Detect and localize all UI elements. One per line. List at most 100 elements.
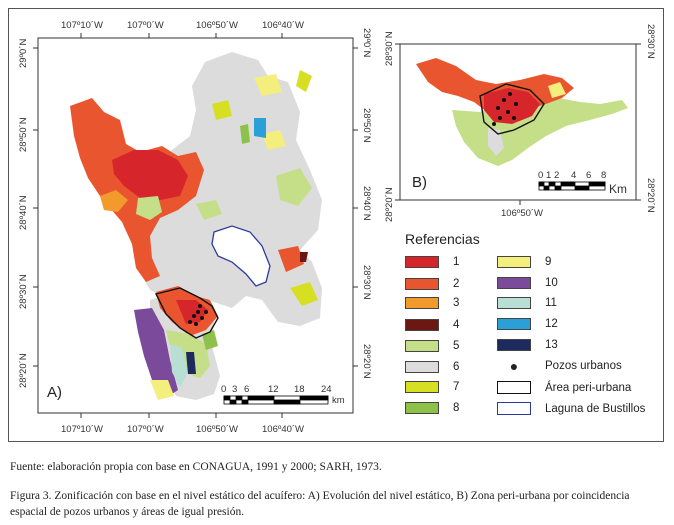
legend-swatch	[497, 256, 531, 268]
panel-label-b: B)	[412, 174, 427, 191]
legend-swatch	[497, 381, 531, 394]
legend-swatch	[405, 402, 439, 414]
left-tick-2: 28º50´N	[18, 117, 29, 152]
legend-title: Referencias	[405, 231, 480, 247]
zone-5-a	[136, 196, 162, 220]
scale-a-unit: km	[332, 395, 345, 406]
zone-8-south	[202, 330, 218, 350]
scale-b-label-8: 8	[601, 170, 607, 181]
zone-11	[170, 344, 188, 388]
zone-5-b	[196, 200, 222, 220]
legend-swatch	[405, 256, 439, 268]
legend-zone-12: 12	[497, 318, 558, 330]
legend-swatch	[405, 381, 439, 393]
wells-a	[188, 304, 208, 326]
legend-zone-6: 6	[405, 361, 459, 373]
scale-a-label-24: 24	[321, 384, 332, 395]
right-tick-1: 29º0´N	[361, 28, 372, 58]
legend-swatch	[497, 318, 531, 330]
top-tick-3: 106º50´W	[196, 20, 239, 31]
zone-9-south	[150, 380, 174, 400]
legend-swatch	[497, 339, 531, 351]
legend-swatch	[405, 319, 439, 331]
scale-bar-b	[538, 181, 606, 191]
left-tick-4: 28º30´N	[18, 274, 29, 309]
scale-a-label-6: 6	[244, 384, 250, 395]
left-tick-1: 29º0´N	[18, 38, 29, 68]
zone-1-nw	[112, 150, 188, 200]
zone-9-north	[254, 74, 282, 96]
top-tick-1: 107º10´W	[61, 20, 104, 31]
map-b-left-tick-bottom: 28º20´N	[384, 187, 395, 222]
legend-zone-8: 8	[405, 402, 459, 414]
scale-a-label-12: 12	[268, 384, 279, 395]
zone-4-e	[300, 252, 308, 262]
scale-b-label-4: 4	[571, 170, 577, 181]
zone-6-base	[130, 52, 322, 326]
legend-swatch	[497, 402, 531, 415]
scale-a-label-0: 0	[221, 384, 227, 395]
zone-8-a	[240, 124, 250, 144]
zone-5-c	[276, 168, 312, 206]
map-b-right-tick-bottom: 28º20´N	[645, 178, 656, 213]
legend-lagoon: Laguna de Bustillos	[497, 402, 645, 415]
zone-7-c	[290, 282, 318, 306]
periurban-area-b	[479, 83, 545, 135]
zone-3-orange	[100, 190, 128, 212]
zone-12	[254, 118, 266, 138]
right-tick-4: 28º30´N	[361, 265, 372, 300]
laguna-bustillos	[211, 225, 271, 287]
bottom-tick-4: 106º40´W	[262, 424, 305, 435]
legend-periurban: Área peri-urbana	[497, 381, 631, 394]
figure-frame	[8, 8, 664, 442]
well-dot-icon: ●	[509, 358, 519, 374]
legend-zone-4: 4	[405, 319, 459, 331]
scale-a-label-18: 18	[294, 384, 305, 395]
zone-13	[186, 352, 196, 374]
zone-2-e	[278, 246, 304, 272]
map-b-left-tick: 28º30´N	[384, 31, 395, 66]
legend-swatch	[497, 277, 531, 289]
legend-zone-7: 7	[405, 381, 459, 393]
legend-zone-2: 2	[405, 278, 459, 290]
wells-b	[492, 92, 518, 126]
scale-bar-a	[223, 395, 329, 405]
legend-swatch	[405, 297, 439, 309]
legend-swatch	[497, 297, 531, 309]
map-b-right-tick: 28º30´N	[645, 24, 656, 59]
scale-b-unit: Km	[609, 182, 627, 196]
scale-b-label-0: 0	[538, 170, 544, 181]
map-b-bottom-tick: 106º50´W	[501, 208, 544, 219]
legend-zone-3: 3	[405, 297, 459, 309]
figure-caption: Figura 3. Zonificación con base en el ni…	[10, 490, 630, 518]
legend-zone-11: 11	[497, 297, 557, 309]
left-tick-5: 28º20´N	[18, 353, 29, 388]
panel-label-a: A)	[47, 384, 62, 401]
zone-6-b-map	[488, 128, 504, 156]
top-tick-2: 107º0´W	[127, 20, 164, 31]
legend-swatch	[405, 361, 439, 373]
legend-zone-10: 10	[497, 277, 558, 289]
right-tick-2: 28º50´N	[361, 108, 372, 143]
bottom-tick-2: 107º0´W	[127, 424, 164, 435]
periurban-area-a	[154, 287, 219, 339]
legend-zone-1: 1	[405, 256, 459, 268]
legend-zone-9: 9	[497, 256, 551, 268]
scale-a-label-3: 3	[232, 384, 238, 395]
zone-7-a	[212, 100, 232, 120]
right-tick-3: 28º40´N	[361, 186, 372, 221]
zone-9-b-map	[548, 82, 566, 98]
zone-10	[134, 308, 178, 398]
scale-b-label-6: 6	[586, 170, 592, 181]
zone-7-b	[296, 70, 312, 92]
bottom-tick-1: 107º10´W	[61, 424, 104, 435]
scale-b-label-1: 1	[546, 170, 552, 181]
left-tick-3: 28º40´N	[18, 195, 29, 230]
top-tick-4: 106º40´W	[262, 20, 305, 31]
legend-zone-13: 13	[497, 339, 558, 351]
right-tick-5: 28º20´N	[361, 344, 372, 379]
bottom-tick-3: 106º50´W	[196, 424, 239, 435]
legend-swatch	[405, 278, 439, 290]
legend-wells: ● Pozos urbanos	[497, 358, 622, 374]
